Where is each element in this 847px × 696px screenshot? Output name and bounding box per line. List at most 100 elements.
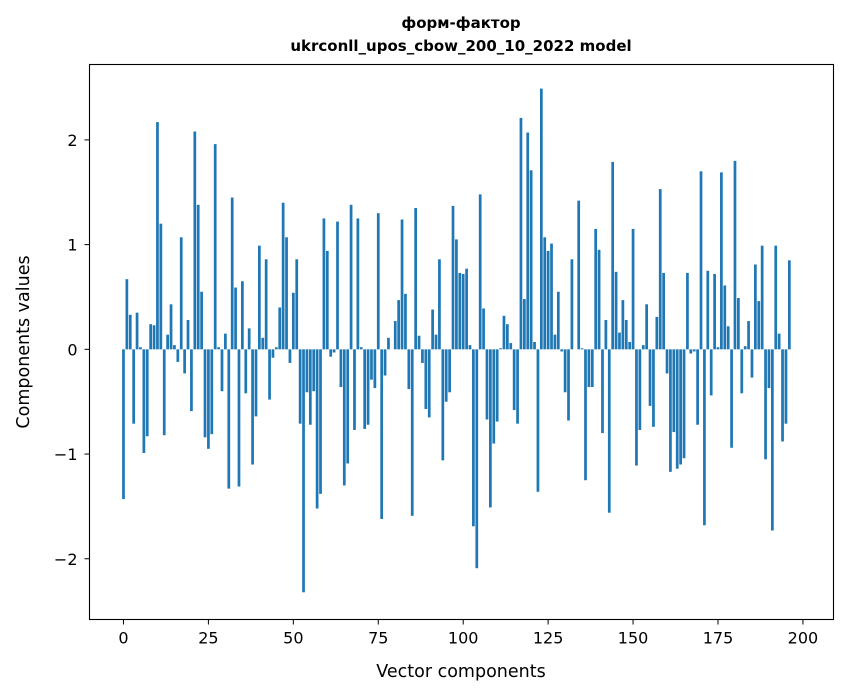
bar: [516, 349, 519, 424]
bar: [590, 349, 594, 388]
bar: [159, 223, 163, 350]
y-tick-label: 1: [67, 236, 77, 255]
bar: [478, 194, 482, 350]
bar: [509, 343, 513, 350]
bar: [692, 349, 696, 352]
bar: [618, 332, 621, 350]
bar: [723, 285, 727, 350]
bar: [139, 347, 142, 350]
x-tick-label: 150: [618, 629, 649, 648]
bar: [489, 349, 492, 508]
bar: [713, 273, 716, 350]
bar: [563, 349, 567, 393]
bar: [349, 204, 353, 350]
bar: [529, 170, 533, 350]
bar: [434, 334, 438, 350]
bar: [546, 250, 550, 350]
bar: [754, 264, 757, 350]
bar: [247, 328, 251, 350]
bar: [740, 349, 744, 394]
bar: [747, 321, 750, 350]
bar: [169, 304, 173, 350]
bar: [737, 298, 740, 350]
x-tick-label: 25: [198, 629, 218, 648]
y-tick-label: 2: [67, 131, 77, 150]
bar: [353, 349, 356, 430]
bar: [686, 272, 689, 350]
bar: [383, 349, 387, 376]
bar: [288, 349, 292, 363]
bar: [274, 347, 278, 350]
bar: [733, 160, 737, 350]
bar: [431, 309, 434, 350]
bar: [128, 314, 132, 350]
bar: [193, 131, 197, 350]
bar: [363, 349, 367, 429]
bar: [468, 345, 472, 350]
y-tick-label: 0: [67, 340, 77, 359]
bar: [220, 349, 224, 392]
bars-group: [122, 88, 791, 593]
bar: [465, 268, 468, 350]
bar: [648, 349, 652, 406]
bar: [251, 349, 254, 465]
bar: [393, 321, 397, 350]
bar: [305, 349, 309, 393]
bar: [787, 260, 791, 350]
bar: [560, 349, 564, 352]
bar: [720, 172, 723, 350]
bar: [512, 349, 516, 411]
bar: [553, 334, 557, 350]
bar: [400, 219, 404, 350]
bar: [655, 316, 659, 350]
bar: [312, 349, 316, 392]
x-tick-label: 100: [448, 629, 479, 648]
bar: [441, 349, 445, 461]
bar: [319, 349, 322, 494]
bar: [421, 349, 424, 363]
bar: [539, 88, 543, 350]
y-axis-label: Components values: [14, 255, 34, 428]
bar: [356, 218, 360, 350]
bar: [550, 243, 553, 350]
bar: [614, 271, 618, 350]
bar: [499, 348, 502, 350]
bar: [652, 349, 655, 427]
bar: [254, 349, 258, 417]
bar: [533, 342, 536, 350]
bar: [207, 349, 210, 449]
bar: [597, 249, 601, 350]
bar: [726, 326, 730, 350]
bar: [519, 117, 523, 350]
bar: [631, 228, 635, 350]
bar: [322, 218, 326, 350]
bar: [285, 237, 288, 350]
bar: [716, 347, 720, 350]
bar: [264, 259, 268, 350]
bar: [699, 171, 703, 350]
bar: [417, 335, 421, 350]
bar: [258, 245, 261, 350]
x-tick-label: 0: [118, 629, 128, 648]
bar: [162, 349, 166, 436]
bar: [196, 204, 200, 350]
bar: [669, 349, 672, 472]
x-tick-label: 175: [703, 629, 734, 648]
bar: [281, 202, 285, 350]
bar: [166, 334, 169, 350]
bar: [584, 349, 587, 481]
bar: [506, 324, 509, 350]
bar: [757, 301, 761, 350]
bar: [767, 349, 771, 389]
bar: [696, 349, 699, 425]
bar: [475, 349, 479, 569]
bar: [472, 349, 475, 527]
bar: [662, 272, 665, 350]
bar: [451, 205, 455, 350]
bar: [611, 161, 615, 350]
bar: [764, 349, 767, 460]
chart-title-line1: форм-фактор: [401, 14, 521, 32]
x-axis: 0 25 50 75 100 125 150 175 200: [118, 619, 818, 648]
bar: [536, 349, 540, 492]
bar: [703, 349, 706, 526]
